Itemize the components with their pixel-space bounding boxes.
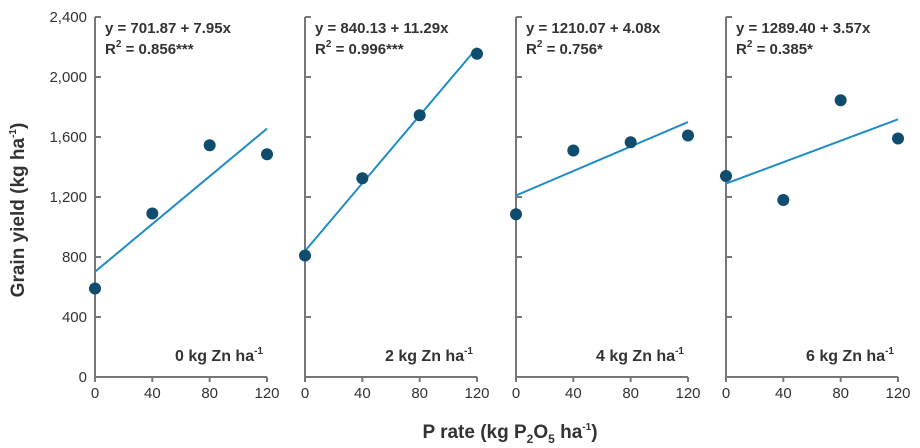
- panel-1: 0 40 80 120 y = 840.13 + 11.29x R2 = 0.996***…: [299, 16, 490, 402]
- x-tick-label: 120: [464, 385, 489, 402]
- x-tick-label: 40: [775, 385, 792, 402]
- panel-label: 4 kg Zn ha-1: [596, 346, 684, 365]
- y-tick-label: 0: [79, 369, 87, 386]
- x-tick-label: 80: [411, 385, 428, 402]
- panel-label: 2 kg Zn ha-1: [385, 346, 473, 365]
- y-tick-label: 1,600: [49, 129, 87, 146]
- x-tick-label: 40: [144, 385, 161, 402]
- regression-equation: y = 840.13 + 11.29x: [315, 20, 449, 37]
- regression-line: [515, 121, 689, 197]
- data-point: [203, 139, 216, 152]
- x-tick-label: 40: [565, 385, 582, 402]
- data-point: [356, 172, 369, 185]
- y-tick-label: 2,400: [49, 9, 87, 26]
- data-point: [261, 148, 273, 161]
- regression-line: [725, 118, 899, 185]
- panel-2: 0 40 80 120 y = 1210.07 + 4.08x R2 = 0.756* 4 …: [510, 16, 701, 402]
- data-point: [892, 132, 904, 145]
- x-tick-label: 120: [675, 385, 700, 402]
- y-tick-label: 400: [62, 309, 87, 326]
- data-point: [567, 144, 580, 157]
- data-point: [777, 194, 790, 206]
- r-squared-label: R2 = 0.756*: [526, 39, 603, 58]
- r-squared-label: R2 = 0.996***: [315, 39, 404, 58]
- y-axis-title: Grain yield (kg ha-1): [8, 123, 29, 298]
- x-axis-title: P rate (kg P2O5 ha-1): [422, 422, 597, 446]
- data-point: [146, 207, 159, 220]
- data-point: [413, 109, 426, 122]
- y-tick-label: 2,000: [49, 69, 87, 86]
- data-point: [299, 249, 311, 262]
- data-point: [682, 129, 694, 142]
- x-tick-label: 80: [622, 385, 639, 402]
- regression-line: [304, 47, 478, 252]
- x-tick-label: 0: [91, 385, 99, 402]
- x-tick-label: 0: [722, 385, 730, 402]
- y-tick-label: 800: [62, 249, 87, 266]
- x-tick-label: 80: [832, 385, 849, 402]
- data-point: [834, 94, 847, 107]
- panel-0: 0 400 800 1,200 1,600 2,000 2,400 0 40 80 120 y = 7…: [49, 9, 279, 402]
- x-tick-label: 40: [354, 385, 371, 402]
- regression-equation: y = 701.87 + 7.95x: [105, 20, 232, 37]
- panel-3: 0 40 80 120 y = 1289.40 + 3.57x R2 = 0.385* 6 …: [720, 16, 911, 402]
- regression-equation: y = 1289.40 + 3.57x: [736, 20, 871, 37]
- r-squared-label: R2 = 0.856***: [105, 39, 194, 58]
- data-point: [720, 170, 732, 182]
- x-tick-label: 0: [512, 385, 520, 402]
- data-point: [624, 136, 637, 149]
- r-squared-label: R2 = 0.385*: [736, 39, 813, 58]
- panel-label: 6 kg Zn ha-1: [806, 346, 894, 365]
- regression-line: [94, 127, 268, 273]
- data-point: [89, 282, 101, 295]
- x-tick-label: 120: [885, 385, 910, 402]
- data-point: [471, 47, 483, 60]
- regression-equation: y = 1210.07 + 4.08x: [526, 20, 661, 37]
- y-tick-label: 1,200: [49, 189, 87, 206]
- panel-label: 0 kg Zn ha-1: [175, 346, 263, 365]
- x-tick-label: 0: [301, 385, 309, 402]
- data-point: [510, 208, 522, 221]
- x-tick-label: 80: [201, 385, 218, 402]
- x-tick-label: 120: [254, 385, 279, 402]
